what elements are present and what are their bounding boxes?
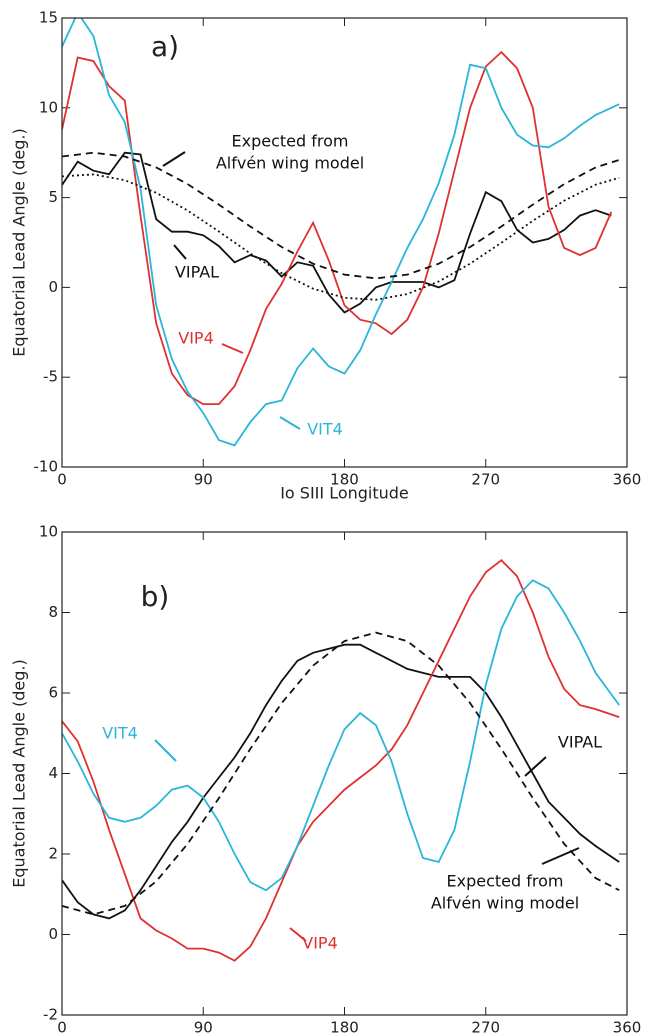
- annotation-leader: [289, 927, 307, 942]
- y-tick-label: 8: [48, 603, 58, 621]
- y-tick-label: 4: [48, 764, 58, 782]
- series-line: [62, 151, 620, 280]
- annotation-leader: [279, 416, 301, 430]
- x-tick-label: 0: [57, 1019, 67, 1034]
- annotation: Expected from: [232, 132, 349, 151]
- series-line: [62, 173, 620, 301]
- annotation: Alfvén wing model: [216, 154, 364, 173]
- series-line: [62, 50, 613, 405]
- y-tick-label: 2: [48, 845, 58, 863]
- annotation: Alfvén wing model: [431, 894, 579, 913]
- annotation: Expected from: [447, 872, 564, 891]
- annotation: VIT4: [307, 420, 343, 439]
- y-tick-label: 0: [48, 278, 58, 296]
- series-line: [62, 631, 620, 916]
- y-tick-label: -2: [43, 1006, 58, 1024]
- y-tick-label: -5: [43, 368, 58, 386]
- series-line: [62, 558, 620, 962]
- x-tick-label: 270: [471, 471, 500, 489]
- panel-label: b): [141, 580, 170, 613]
- annotation: VIP4: [302, 934, 338, 953]
- y-tick-label: 0: [48, 925, 58, 943]
- series-line: [62, 151, 612, 314]
- y-tick-label: 10: [39, 98, 58, 116]
- annotation-leader: [154, 739, 177, 762]
- y-tick-label: 5: [48, 188, 58, 206]
- x-tick-label: 270: [471, 1019, 500, 1034]
- x-tick-label: 90: [194, 1019, 213, 1034]
- annotation-leader: [221, 343, 244, 354]
- plot-frame: [61, 17, 628, 468]
- annotation-leader: [524, 756, 547, 777]
- x-tick-label: 180: [330, 471, 359, 489]
- x-tick-label: 360: [613, 471, 642, 489]
- y-tick-label: 10: [39, 523, 58, 541]
- annotation-leader: [173, 244, 187, 260]
- panel-label: a): [151, 30, 179, 63]
- annotation: VIT4: [102, 724, 138, 743]
- plot-frame: [61, 531, 628, 1016]
- x-axis-title: Io SIII Longitude: [280, 484, 409, 503]
- annotation-leader: [162, 151, 186, 167]
- y-axis-title: Equatorial Lead Angle (deg.): [10, 128, 29, 357]
- x-tick-label: 180: [330, 1019, 359, 1034]
- x-tick-label: 360: [613, 1019, 642, 1034]
- annotation: VIPAL: [558, 733, 602, 752]
- y-tick-label: 6: [48, 684, 58, 702]
- y-tick-label: -10: [34, 458, 59, 476]
- x-tick-label: 90: [194, 471, 213, 489]
- annotation: VIPAL: [175, 263, 219, 282]
- series-line: [62, 579, 620, 892]
- series-line: [62, 18, 620, 447]
- annotation: VIP4: [178, 329, 214, 348]
- x-axis-title: Io SIII Longitude: [280, 1032, 409, 1034]
- x-tick-label: 0: [57, 471, 67, 489]
- y-tick-label: 15: [39, 9, 58, 27]
- annotation-leader: [541, 847, 580, 865]
- y-axis-title: Equatorial Lead Angle (deg.): [10, 659, 29, 888]
